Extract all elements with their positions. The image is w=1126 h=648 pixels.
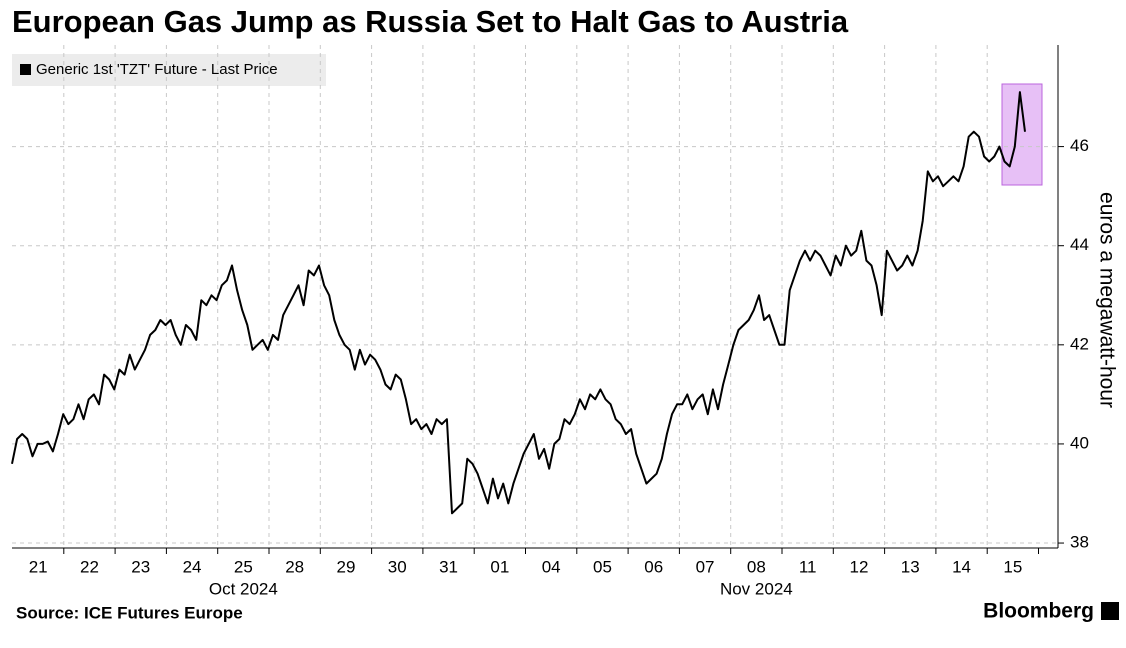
x-tick-label: 24 [183, 557, 202, 576]
x-tick-label: 21 [29, 557, 48, 576]
x-tick-label: 31 [439, 557, 458, 576]
y-tick-label: 38 [1070, 533, 1089, 552]
x-tick-label: 01 [490, 557, 509, 576]
price-line [11, 91, 1026, 515]
legend-label: Generic 1st 'TZT' Future - Last Price [36, 61, 278, 78]
x-tick-label: 08 [747, 557, 766, 576]
x-tick-label: 30 [388, 557, 407, 576]
x-tick-label: 14 [952, 557, 971, 576]
brand-icon [1101, 602, 1119, 620]
x-tick-label: 22 [80, 557, 99, 576]
brand: Bloomberg [983, 600, 1094, 623]
y-tick-label: 46 [1070, 136, 1089, 155]
legend-box [12, 54, 326, 86]
source: Source: ICE Futures Europe [16, 603, 243, 622]
x-tick-label: 06 [644, 557, 663, 576]
x-tick-label: 12 [849, 557, 868, 576]
y-axis-label: euros a megawatt-hour [1095, 192, 1118, 408]
chart-title: European Gas Jump as Russia Set to Halt … [12, 4, 849, 39]
legend-swatch [20, 64, 31, 75]
month-label: Nov 2024 [720, 579, 793, 598]
x-tick-label: 04 [542, 557, 561, 576]
x-tick-label: 29 [336, 557, 355, 576]
y-tick-label: 42 [1070, 334, 1089, 353]
y-tick-label: 40 [1070, 433, 1089, 452]
x-tick-label: 11 [799, 557, 817, 576]
highlight-box [1001, 83, 1043, 186]
x-tick-label: 23 [131, 557, 150, 576]
x-tick-label: 15 [1003, 557, 1022, 576]
month-label: Oct 2024 [209, 579, 278, 598]
x-tick-label: 25 [234, 557, 253, 576]
x-tick-label: 05 [593, 557, 612, 576]
x-tick-label: 28 [285, 557, 304, 576]
y-tick-label: 44 [1070, 235, 1089, 254]
x-tick-label: 07 [696, 557, 715, 576]
x-tick-label: 13 [901, 557, 920, 576]
